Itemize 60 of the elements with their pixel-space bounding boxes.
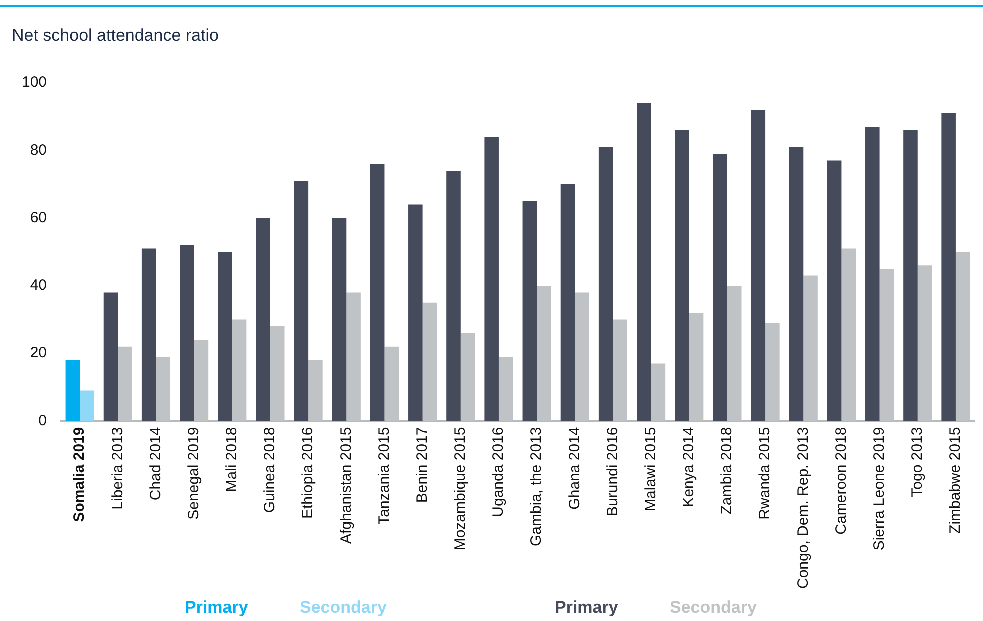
y-tick-label: 60 xyxy=(30,209,48,226)
bar xyxy=(408,204,423,422)
bar xyxy=(866,126,880,422)
bar xyxy=(180,245,194,422)
x-tick-label: Benin 2017 xyxy=(414,427,431,504)
text: Primary xyxy=(555,598,618,618)
x-tick-label: Tanzania 2015 xyxy=(376,427,393,525)
x-tick-label: Somalia 2019 xyxy=(71,427,88,522)
x-tick-label: Rwanda 2015 xyxy=(756,427,774,520)
y-tick-label: 100 xyxy=(22,74,48,92)
bar xyxy=(904,130,918,422)
x-tick-label: Zambia 2018 xyxy=(718,427,736,515)
y-tick-label: 0 xyxy=(38,412,48,430)
x-tick-label: Togo 2013 xyxy=(909,427,926,498)
text: Primary xyxy=(185,598,248,618)
bar xyxy=(332,218,347,422)
bar xyxy=(522,201,538,422)
y-tick-label: 20 xyxy=(30,344,48,362)
x-tick-label: Kenya 2014 xyxy=(680,427,698,508)
bar xyxy=(827,160,842,422)
bar xyxy=(294,181,309,422)
y-tick-label: 80 xyxy=(30,142,48,159)
x-tick-label: Mali 2018 xyxy=(224,427,241,492)
text: Secondary xyxy=(300,598,387,618)
x-tick-label: Malawi 2015 xyxy=(642,427,660,512)
bar xyxy=(104,292,118,422)
bar xyxy=(218,252,232,422)
x-tick-label: Chad 2014 xyxy=(147,427,164,501)
x-tick-label: Burundi 2016 xyxy=(604,427,622,516)
x-tick-label: Liberia 2013 xyxy=(109,427,126,510)
bar xyxy=(598,147,614,422)
y-tick-label: 40 xyxy=(30,277,48,294)
x-tick-label: Congo, Dem. Rep. 2013 xyxy=(794,427,812,590)
bar xyxy=(789,147,804,422)
chart-title: Net school attendance ratio xyxy=(12,26,219,46)
bar xyxy=(484,137,499,422)
bar xyxy=(80,390,94,422)
bar xyxy=(560,184,576,422)
x-tick-label: Gambia, the 2013 xyxy=(528,427,546,546)
bar xyxy=(446,170,461,422)
x-tick-label: Mozambique 2015 xyxy=(452,427,470,551)
x-tick-label: Sierra Leone 2019 xyxy=(870,427,888,551)
bar xyxy=(713,154,728,422)
x-tick-label: Ethiopia 2016 xyxy=(300,427,317,519)
x-tick-label: Zimbabwe 2015 xyxy=(947,427,964,534)
bar xyxy=(637,103,652,422)
bar xyxy=(66,360,80,422)
x-tick-label: Guinea 2018 xyxy=(262,427,279,514)
bar xyxy=(142,248,156,422)
bar xyxy=(942,113,956,422)
x-tick-label: Senegal 2019 xyxy=(185,427,202,520)
x-tick-label: Afghanistan 2015 xyxy=(338,427,355,544)
bar xyxy=(751,110,766,422)
text: Secondary xyxy=(670,598,757,618)
x-tick-label: Uganda 2016 xyxy=(490,427,508,518)
x-tick-label: Ghana 2014 xyxy=(566,427,584,510)
bar xyxy=(256,218,270,422)
x-tick-label: Cameroon 2018 xyxy=(832,427,850,535)
bar xyxy=(370,164,385,422)
bar xyxy=(675,130,690,422)
